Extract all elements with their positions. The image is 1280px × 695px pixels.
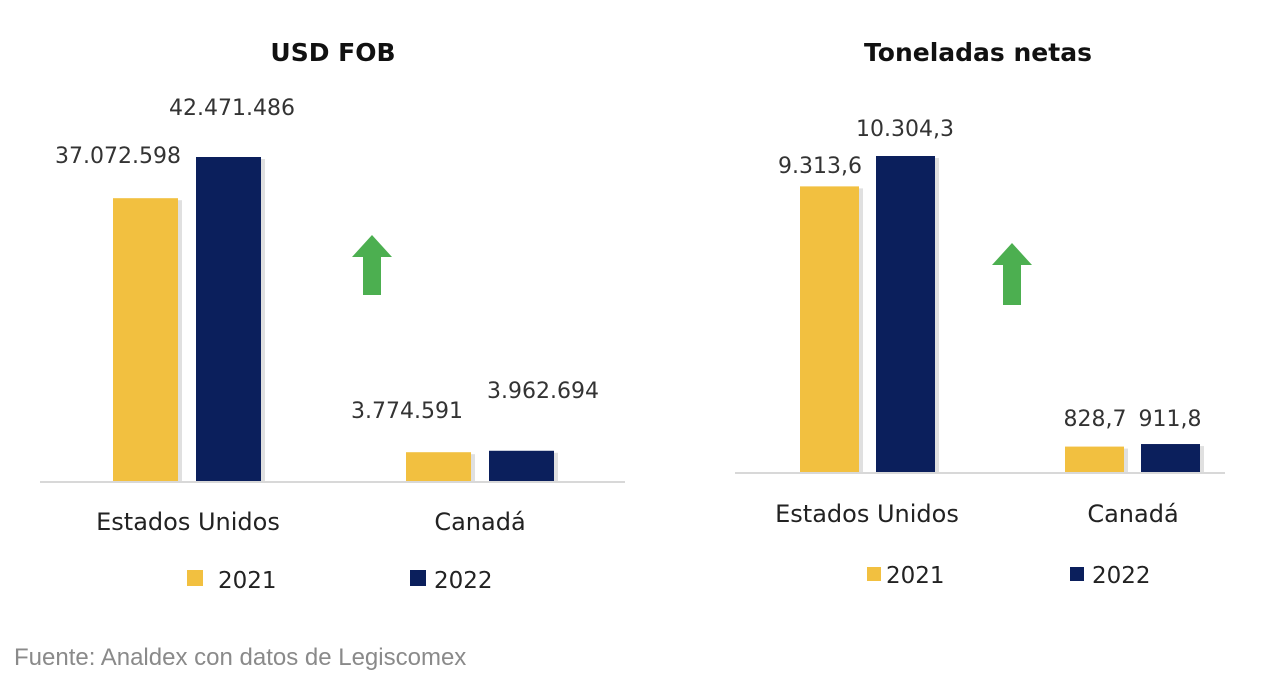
data-label: 9.313,6 xyxy=(778,154,862,179)
bar-2022-0 xyxy=(196,157,261,481)
category-label: Canadá xyxy=(1087,500,1178,528)
chart-1: USD FOB 37.072.598 3.774.591 42.471.486 3.96… xyxy=(40,38,625,594)
category-label: Estados Unidos xyxy=(96,508,280,536)
category-label: Estados Unidos xyxy=(775,500,959,528)
data-label: 828,7 xyxy=(1064,407,1127,432)
legend-label: 2021 xyxy=(218,568,277,594)
source-note: Fuente: Analdex con datos de Legiscomex xyxy=(14,644,467,671)
chart-title: USD FOB xyxy=(270,38,395,67)
data-label: 42.471.486 xyxy=(169,96,295,121)
bar-2021-1 xyxy=(1065,446,1124,472)
bar-2022-1 xyxy=(1141,444,1200,472)
legend-label: 2022 xyxy=(1092,563,1151,589)
chart-title: Toneladas netas xyxy=(864,38,1092,67)
legend-swatch-2021 xyxy=(187,570,203,586)
legend-swatch-2021 xyxy=(867,567,881,581)
data-label: 37.072.598 xyxy=(55,144,181,169)
legend-label: 2021 xyxy=(886,563,945,589)
legend-label: 2022 xyxy=(434,568,493,594)
bar-2022-0 xyxy=(876,156,935,472)
bar-2022-1 xyxy=(489,450,554,481)
data-label: 911,8 xyxy=(1139,407,1202,432)
green-up-arrow-icon xyxy=(992,243,1032,305)
category-label: Canadá xyxy=(434,508,525,536)
data-label: 3.962.694 xyxy=(487,379,599,404)
legend-swatch-2022 xyxy=(1070,567,1084,581)
green-up-arrow-icon xyxy=(352,235,392,295)
bar-2021-0 xyxy=(800,186,859,473)
data-label: 3.774.591 xyxy=(351,399,463,424)
data-label: 10.304,3 xyxy=(856,117,954,142)
chart-2: Toneladas netas 9.313,6 828,7 10.304,3 911,8… xyxy=(735,38,1225,589)
legend-swatch-2022 xyxy=(410,570,426,586)
bar-2021-0 xyxy=(113,198,178,481)
bar-2021-1 xyxy=(406,452,471,481)
